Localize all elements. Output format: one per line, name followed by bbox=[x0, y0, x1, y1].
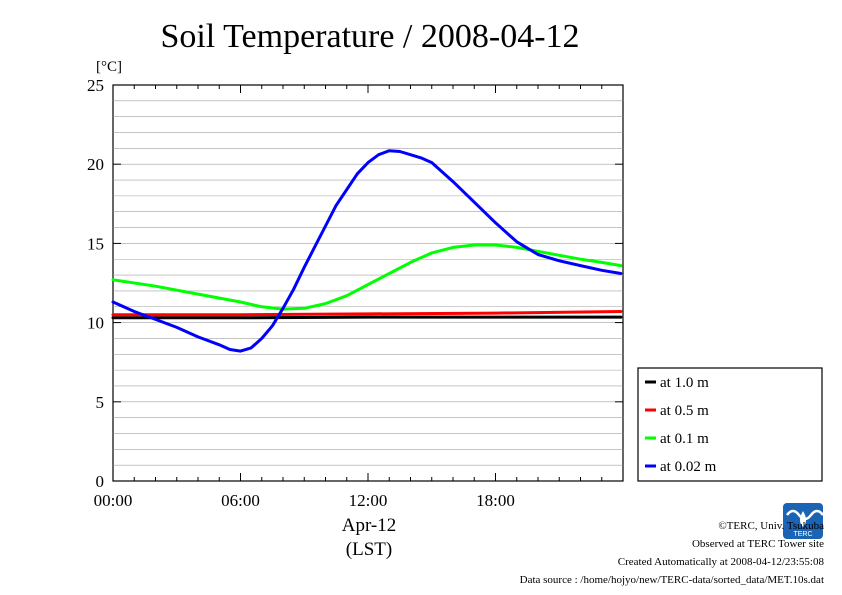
y-tick-label: 20 bbox=[87, 155, 104, 174]
x-tick-label: 06:00 bbox=[221, 491, 260, 510]
legend-label: at 0.1 m bbox=[660, 431, 709, 447]
y-axis-label: [°C] bbox=[96, 59, 122, 75]
x-tick-label: 00:00 bbox=[94, 491, 133, 510]
chart-title: Soil Temperature / 2008-04-12 bbox=[160, 18, 579, 55]
series-lines bbox=[111, 149, 623, 353]
legend-label: at 0.5 m bbox=[660, 403, 709, 419]
credit-site: Observed at TERC Tower site bbox=[691, 538, 824, 550]
legend: at 1.0 m at 0.5 m at 0.1 m at 0.02 m bbox=[637, 367, 823, 482]
y-tick-label: 15 bbox=[87, 234, 104, 253]
legend-label: at 1.0 m bbox=[660, 375, 709, 391]
logo-text: TERC bbox=[793, 531, 812, 538]
y-tick-label: 25 bbox=[87, 76, 104, 95]
x-tick-label: 12:00 bbox=[349, 491, 388, 510]
credit-source: Data source : /home/hojyo/new/TERC-data/… bbox=[519, 574, 824, 586]
credit-created: Created Automatically at 2008-04-12/23:5… bbox=[617, 556, 824, 568]
series-line-1 bbox=[111, 310, 623, 317]
series-line-3 bbox=[111, 149, 623, 353]
axis-ticks: 0 5 10 15 20 25 00:00 06:00 12:00 18:00 bbox=[87, 76, 623, 510]
credit-copyright: ©TERC, Univ. Tsukuba bbox=[718, 520, 824, 532]
grid-lines bbox=[113, 100, 623, 466]
y-tick-label: 5 bbox=[96, 393, 105, 412]
y-tick-label: 0 bbox=[96, 472, 105, 491]
series-line-0 bbox=[111, 315, 623, 320]
legend-box bbox=[637, 367, 823, 482]
series-line-2 bbox=[111, 243, 623, 311]
x-axis-date-label: Apr-12 bbox=[342, 515, 397, 536]
x-tick-label: 18:00 bbox=[476, 491, 515, 510]
x-axis-zone-label: (LST) bbox=[346, 539, 392, 560]
y-tick-label: 10 bbox=[87, 314, 104, 333]
logo-drop-icon bbox=[800, 511, 806, 527]
terc-logo: TERC bbox=[783, 503, 824, 539]
legend-label: at 0.02 m bbox=[660, 459, 717, 475]
